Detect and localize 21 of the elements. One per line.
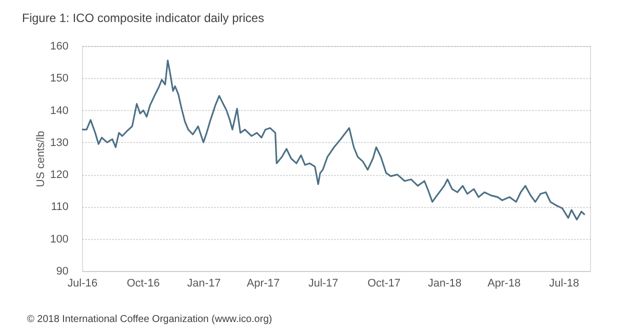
text: © 2018 International Coffee Organization (www.ico.org)	[27, 314, 272, 325]
x-tick-label: Apr-18	[488, 278, 521, 290]
y-tick-label: 150	[50, 72, 68, 85]
x-tick-label: Apr-17	[246, 278, 280, 290]
x-tick-label: Jul-18	[549, 278, 580, 290]
x-tick-label: Jan-18	[428, 278, 462, 290]
x-tick-label: Oct-17	[367, 278, 401, 290]
y-tick-label: 130	[50, 136, 68, 149]
line-series	[81, 60, 586, 220]
y-tick-label: 120	[50, 169, 68, 182]
y-axis-title: US cents/lb	[35, 130, 48, 188]
y-tick-label: 160	[50, 40, 68, 52]
x-tick-label: Jul-17	[308, 278, 338, 290]
x-tick-label: Jan-17	[187, 278, 221, 290]
y-tick-label: 110	[50, 201, 68, 214]
y-tick-label: 140	[50, 104, 68, 117]
y-tick-label: 100	[50, 233, 68, 246]
chart-title: Figure 1: ICO composite indicator daily prices	[22, 11, 264, 25]
x-tick-label: Oct-16	[126, 278, 160, 290]
x-tick-label: Jul-16	[68, 278, 98, 290]
y-tick-label: 90	[56, 266, 68, 278]
